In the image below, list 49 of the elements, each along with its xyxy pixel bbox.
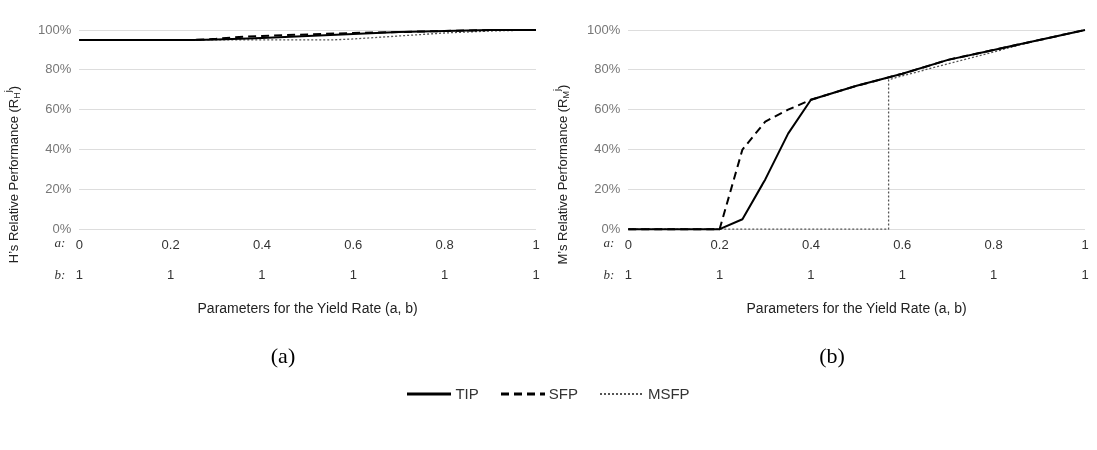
- text: 1: [807, 266, 815, 282]
- text: a:: [603, 234, 615, 250]
- x-tick-label: 1: [1081, 236, 1089, 252]
- text: 1: [624, 266, 632, 282]
- x-tick-label: 0: [75, 236, 83, 252]
- x-tick-label: 0.4: [252, 236, 271, 252]
- y-tick-label: 80%: [45, 61, 72, 77]
- y-tick-label: 60%: [594, 101, 621, 117]
- legend-label: SFP: [548, 385, 578, 402]
- y-tick-label: 80%: [594, 61, 621, 77]
- x-tick-label: 0.6: [344, 236, 363, 252]
- text: (b): [819, 342, 845, 368]
- legend-label: MSFP: [647, 385, 690, 402]
- legend-label: TIP: [455, 385, 479, 402]
- y-tick-label: 0%: [52, 220, 72, 236]
- x-tick-label: 0.8: [435, 236, 454, 252]
- x-tick-label: 0.8: [984, 236, 1003, 252]
- text: 1: [75, 266, 83, 282]
- text: 1: [990, 266, 998, 282]
- x-axis-title: Parameters for the Yield Rate (a, b): [197, 300, 418, 317]
- x-tick-label: 0.4: [801, 236, 820, 252]
- y-tick-label: 40%: [594, 141, 621, 157]
- text: b:: [603, 266, 615, 282]
- x-tick-label: 0: [624, 236, 632, 252]
- y-tick-label: 20%: [594, 180, 621, 196]
- text: 1: [441, 266, 449, 282]
- y-tick-label: 60%: [45, 101, 72, 117]
- text: 1: [349, 266, 357, 282]
- y-tick-label: 100%: [38, 21, 72, 37]
- text: 1: [532, 266, 540, 282]
- x-tick-label: 1: [532, 236, 540, 252]
- x-axis-title: Parameters for the Yield Rate (a, b): [746, 300, 967, 317]
- text: a:: [54, 234, 66, 250]
- y-tick-label: 0%: [601, 220, 621, 236]
- x-tick-label: 0.2: [710, 236, 729, 252]
- y-tick-label: 40%: [45, 141, 72, 157]
- y-tick-label: 20%: [45, 180, 72, 196]
- text: 1: [715, 266, 724, 282]
- text: (a): [270, 342, 296, 368]
- y-tick-label: 100%: [587, 21, 621, 37]
- text: b:: [54, 266, 66, 282]
- x-tick-label: 0.2: [161, 236, 180, 252]
- text: 1: [258, 266, 266, 282]
- text: 1: [166, 266, 175, 282]
- y-axis-title: H’s Relative Performance (RHj): [3, 85, 22, 264]
- y-axis-title: M’s Relative Performance (RMj): [552, 84, 571, 265]
- x-tick-label: 0.6: [893, 236, 912, 252]
- text: 1: [898, 266, 906, 282]
- text: 1: [1081, 266, 1089, 282]
